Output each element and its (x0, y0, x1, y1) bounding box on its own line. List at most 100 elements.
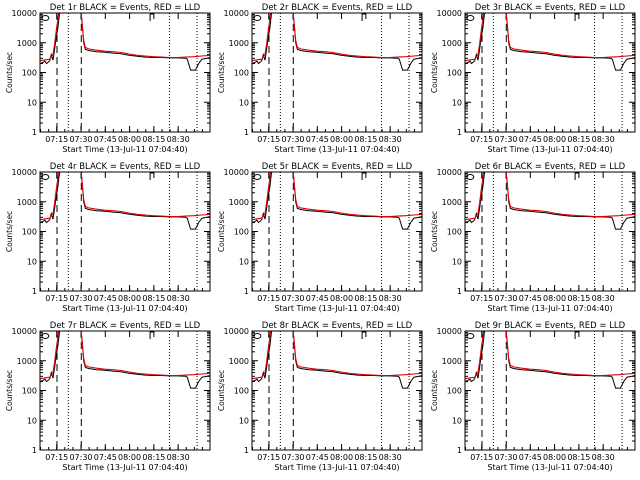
top-marker-circle (466, 15, 475, 21)
plot-frame (464, 171, 636, 292)
y-tick-label: 1000 (442, 39, 462, 48)
top-marker-bracket (361, 13, 367, 21)
x-tick-label: 07:15 (257, 135, 280, 144)
y-tick-label: 1000 (229, 39, 249, 48)
plot-area (465, 13, 635, 132)
x-tick-label: 07:30 (69, 294, 92, 303)
y-tick-label: 10 (452, 98, 462, 107)
y-tick-label: 100 (447, 69, 462, 78)
plot-area (252, 172, 422, 291)
plot-area (252, 13, 422, 132)
y-tick-label: 10 (239, 416, 249, 425)
x-tick-label: 08:00 (118, 453, 141, 462)
x-tick-label: 07:15 (257, 294, 280, 303)
x-tick-label: 08:15 (354, 135, 377, 144)
x-tick-label: 08:15 (142, 453, 165, 462)
y-tick-label: 10000 (12, 327, 37, 336)
x-tick-label: 08:15 (567, 135, 590, 144)
x-axis-label: Start Time (13-Jul-11 07:04:40) (274, 304, 399, 313)
x-tick-label: 07:30 (494, 453, 517, 462)
x-tick-label: 08:30 (592, 135, 615, 144)
x-tick-label: 07:15 (470, 294, 493, 303)
x-axis-label: Start Time (13-Jul-11 07:04:40) (62, 304, 187, 313)
top-marker-bracket (361, 331, 367, 339)
top-marker-bracket (361, 172, 367, 180)
y-tick-label: 100 (22, 69, 37, 78)
y-tick-label: 1000 (17, 39, 37, 48)
plot-frame (464, 330, 636, 451)
x-tick-label: 07:15 (470, 135, 493, 144)
y-tick-label: 10000 (224, 327, 249, 336)
x-tick-label: 07:45 (306, 135, 329, 144)
y-tick-label: 1000 (442, 357, 462, 366)
y-tick-label: 10000 (224, 9, 249, 18)
y-tick-label: 10000 (437, 327, 462, 336)
x-tick-label: 07:15 (257, 453, 280, 462)
y-tick-label: 100 (447, 387, 462, 396)
x-tick-label: 08:30 (379, 135, 402, 144)
top-marker-bracket (149, 172, 155, 180)
x-tick-label: 08:00 (330, 453, 353, 462)
y-tick-label: 1 (244, 128, 249, 137)
y-tick-label: 1 (32, 128, 37, 137)
y-tick-label: 1000 (229, 357, 249, 366)
x-tick-label: 08:00 (330, 294, 353, 303)
x-tick-label: 08:30 (592, 294, 615, 303)
plot-frame (251, 330, 423, 451)
plot-area (40, 13, 210, 132)
series-lld (252, 13, 422, 62)
x-tick-label: 08:15 (567, 453, 590, 462)
plot-frame (251, 12, 423, 133)
panel-6: Det 6r BLACK = Events, RED = LLD Counts/s… (430, 162, 636, 313)
top-marker-circle (253, 15, 262, 21)
panel-7: Det 7r BLACK = Events, RED = LLD Counts/s… (5, 321, 211, 472)
panel-3: Det 3r BLACK = Events, RED = LLD Counts/s… (430, 3, 636, 154)
y-axis-label: Counts/sec (430, 52, 439, 93)
y-tick-label: 1000 (17, 198, 37, 207)
top-marker-circle (466, 333, 475, 339)
panel-title: Det 4r BLACK = Events, RED = LLD (50, 162, 201, 172)
x-tick-label: 07:15 (45, 294, 68, 303)
x-tick-label: 07:30 (494, 294, 517, 303)
x-tick-label: 07:15 (45, 453, 68, 462)
y-tick-label: 100 (22, 228, 37, 237)
x-tick-label: 08:30 (592, 453, 615, 462)
y-tick-label: 10000 (437, 168, 462, 177)
x-tick-label: 07:30 (69, 453, 92, 462)
top-marker-bracket (574, 331, 580, 339)
panel-title: Det 8r BLACK = Events, RED = LLD (262, 321, 413, 331)
x-tick-label: 08:15 (142, 135, 165, 144)
top-marker-circle (253, 333, 262, 339)
series-events (252, 13, 422, 71)
panel-title: Det 5r BLACK = Events, RED = LLD (262, 162, 413, 172)
top-marker-bracket (149, 13, 155, 21)
x-tick-label: 07:15 (45, 135, 68, 144)
top-marker-circle (41, 333, 50, 339)
x-tick-label: 08:30 (379, 294, 402, 303)
y-tick-label: 10 (239, 98, 249, 107)
series-lld (40, 331, 210, 380)
x-axis-label: Start Time (13-Jul-11 07:04:40) (274, 145, 399, 154)
x-tick-label: 08:00 (118, 294, 141, 303)
top-marker-circle (253, 174, 262, 180)
y-tick-label: 1 (244, 446, 249, 455)
y-tick-label: 1 (457, 446, 462, 455)
x-tick-label: 07:45 (519, 453, 542, 462)
panel-title: Det 6r BLACK = Events, RED = LLD (475, 162, 626, 172)
panel-title: Det 2r BLACK = Events, RED = LLD (262, 3, 413, 13)
panel-title: Det 3r BLACK = Events, RED = LLD (475, 3, 626, 13)
y-axis-label: Counts/sec (217, 211, 226, 252)
x-tick-label: 08:00 (118, 135, 141, 144)
y-axis-label: Counts/sec (5, 52, 14, 93)
y-tick-label: 100 (234, 228, 249, 237)
top-marker-circle (41, 15, 50, 21)
plot-area (40, 172, 210, 291)
panel-title: Det 7r BLACK = Events, RED = LLD (50, 321, 201, 331)
series-lld (40, 13, 210, 62)
x-axis-label: Start Time (13-Jul-11 07:04:40) (487, 463, 612, 472)
plot-frame (39, 171, 211, 292)
y-tick-label: 10000 (12, 9, 37, 18)
panel-5: Det 5r BLACK = Events, RED = LLD Counts/s… (217, 162, 423, 313)
x-tick-label: 08:15 (567, 294, 590, 303)
